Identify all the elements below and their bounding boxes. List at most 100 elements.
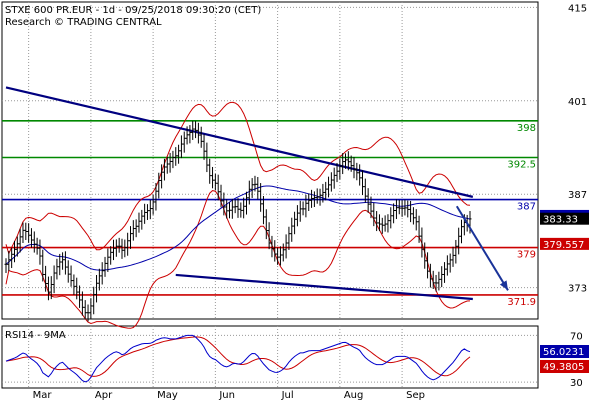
trendlines	[5, 86, 474, 301]
rsi-ma-value: 49.3805	[543, 362, 584, 373]
price-bar	[434, 274, 438, 292]
price-bar	[100, 262, 104, 285]
price-bar	[264, 209, 268, 240]
price-bar	[389, 207, 393, 229]
price-bar	[29, 228, 33, 248]
price-bar	[409, 200, 413, 223]
price-bar	[426, 252, 430, 279]
main-grid	[2, 2, 538, 319]
price-bar	[213, 173, 217, 191]
price-bar	[24, 222, 28, 241]
price-bar	[165, 156, 169, 174]
price-bar	[168, 152, 172, 173]
price-bar	[344, 153, 348, 169]
price-bar	[346, 151, 350, 171]
price-bar	[338, 158, 342, 180]
month-label: Mar	[33, 390, 53, 400]
price-bar	[92, 286, 96, 315]
price-bar	[61, 252, 65, 270]
price-bars	[4, 120, 472, 322]
price-bar	[185, 126, 189, 145]
price-bar	[12, 240, 16, 263]
price-bar	[128, 226, 132, 249]
price-bar	[451, 246, 455, 267]
price-bar	[49, 276, 53, 300]
rsi-title: RSI14 - 9MA	[5, 330, 66, 341]
price-bar	[406, 200, 410, 218]
price-bar	[310, 189, 314, 208]
price-bar	[157, 172, 161, 199]
price-bar	[80, 291, 84, 316]
price-bar	[414, 209, 418, 231]
price-bar	[256, 177, 260, 200]
price-bar	[55, 258, 59, 280]
price-bar	[360, 170, 364, 196]
price-bar	[329, 172, 333, 192]
forecast-arrow	[455, 205, 509, 291]
price-bar	[324, 181, 328, 201]
level-box-value: 379.557	[543, 240, 584, 251]
price-axis-tick: 373	[568, 284, 587, 295]
price-bar	[194, 121, 198, 139]
price-bar	[114, 239, 118, 257]
price-bar	[261, 195, 265, 225]
rsi-line	[5, 334, 471, 383]
price-bar	[191, 120, 195, 140]
price-bar	[312, 191, 316, 207]
price-bar	[287, 226, 291, 250]
price-bar	[160, 164, 164, 189]
price-bar	[106, 248, 110, 272]
price-bar	[443, 262, 447, 283]
price-bar	[293, 211, 297, 235]
price-axis-tick: 387	[568, 190, 587, 201]
price-axis-tick: 401	[568, 97, 587, 108]
price-bar	[380, 217, 384, 234]
level-label: 398	[517, 123, 536, 134]
price-bar	[199, 126, 203, 148]
price-bar	[332, 167, 336, 189]
price-bar	[454, 239, 458, 264]
price-bar	[171, 150, 175, 169]
price-bar	[196, 122, 200, 144]
moving-average	[5, 185, 471, 271]
price-bar	[423, 242, 427, 269]
price-bar	[44, 265, 48, 292]
price-bar	[394, 199, 398, 220]
price-bar	[236, 198, 240, 218]
price-bar	[321, 183, 325, 203]
price-bar	[307, 193, 311, 211]
price-bar	[103, 256, 107, 277]
price-bar	[123, 239, 127, 258]
price-bar	[301, 201, 305, 216]
price-bar	[355, 162, 359, 181]
price-bar	[397, 199, 401, 215]
level-label: 379	[517, 250, 536, 261]
price-bar	[38, 239, 42, 265]
price-bar	[250, 178, 254, 198]
month-label: Apr	[95, 390, 113, 400]
price-bar	[32, 231, 36, 253]
price-bar	[211, 166, 215, 189]
price-bar	[202, 134, 206, 160]
price-bar	[304, 194, 308, 218]
price-bar	[72, 274, 76, 295]
price-bar	[358, 164, 362, 186]
price-bar	[41, 249, 45, 282]
price-bar	[315, 188, 319, 204]
price-bar	[109, 246, 113, 265]
main-panel-frame	[1, 1, 539, 320]
price-bar	[383, 215, 387, 232]
price-bar	[78, 285, 82, 308]
price-bar	[352, 157, 356, 179]
price-bar	[366, 188, 370, 213]
price-bar	[216, 174, 220, 201]
price-bar	[363, 178, 367, 203]
price-bar	[154, 182, 158, 211]
price-bar	[69, 265, 73, 287]
price-bar	[377, 214, 381, 232]
price-bar	[66, 260, 70, 283]
price-bar	[75, 277, 79, 300]
price-bar	[112, 239, 116, 261]
price-axis-tick: 415	[568, 3, 587, 14]
